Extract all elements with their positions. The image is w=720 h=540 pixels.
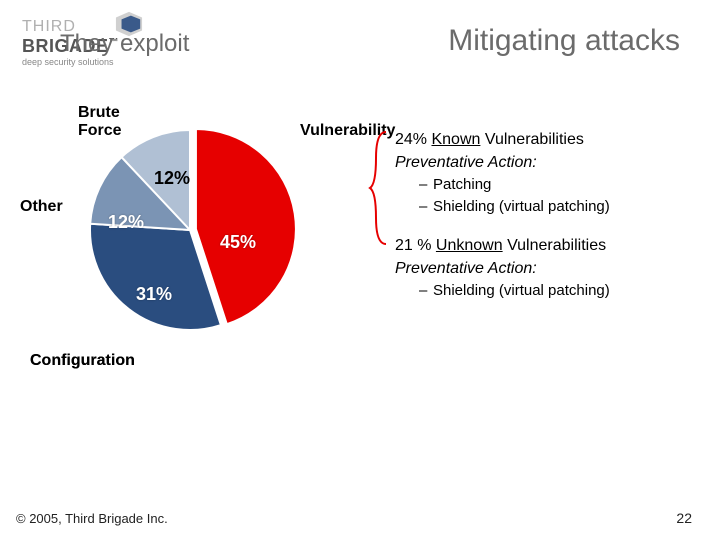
pie-chart: Vulnerability45%Configuration31%Other12%… — [60, 100, 320, 360]
unknown-bullet-1: –Shielding (virtual patching) — [419, 280, 705, 302]
known-bullet-1: –Patching — [419, 174, 705, 196]
unknown-line: 21 % Unknown Vulnerabilities — [395, 234, 705, 257]
page-title: Mitigating attacks — [448, 24, 680, 58]
pie-pct-3: 12% — [154, 168, 190, 189]
configuration-label: Configuration — [30, 352, 135, 370]
known-bullet-2: –Shielding (virtual patching) — [419, 196, 705, 218]
slide: THIRD BRIGADE™ deep security solutions T… — [0, 0, 720, 540]
brace-icon — [368, 128, 392, 248]
pie-pct-0: 45% — [220, 232, 256, 253]
subtitle: They exploit — [60, 30, 189, 58]
pie-pct-1: 31% — [136, 284, 172, 305]
preventative-2: Preventative Action: — [395, 257, 705, 280]
logo-tagline: deep security solutions — [22, 57, 119, 67]
preventative-1: Preventative Action: — [395, 151, 705, 174]
footer-copyright: © 2005, Third Brigade Inc. — [16, 511, 168, 526]
known-line: 24% Known Vulnerabilities — [395, 128, 705, 151]
pie-pct-2: 12% — [108, 212, 144, 233]
body-text: 24% Known Vulnerabilities Preventative A… — [395, 128, 705, 302]
page-number: 22 — [676, 510, 692, 526]
pie-label-3: BruteForce — [78, 104, 122, 139]
pie-label-2: Other — [20, 198, 63, 216]
